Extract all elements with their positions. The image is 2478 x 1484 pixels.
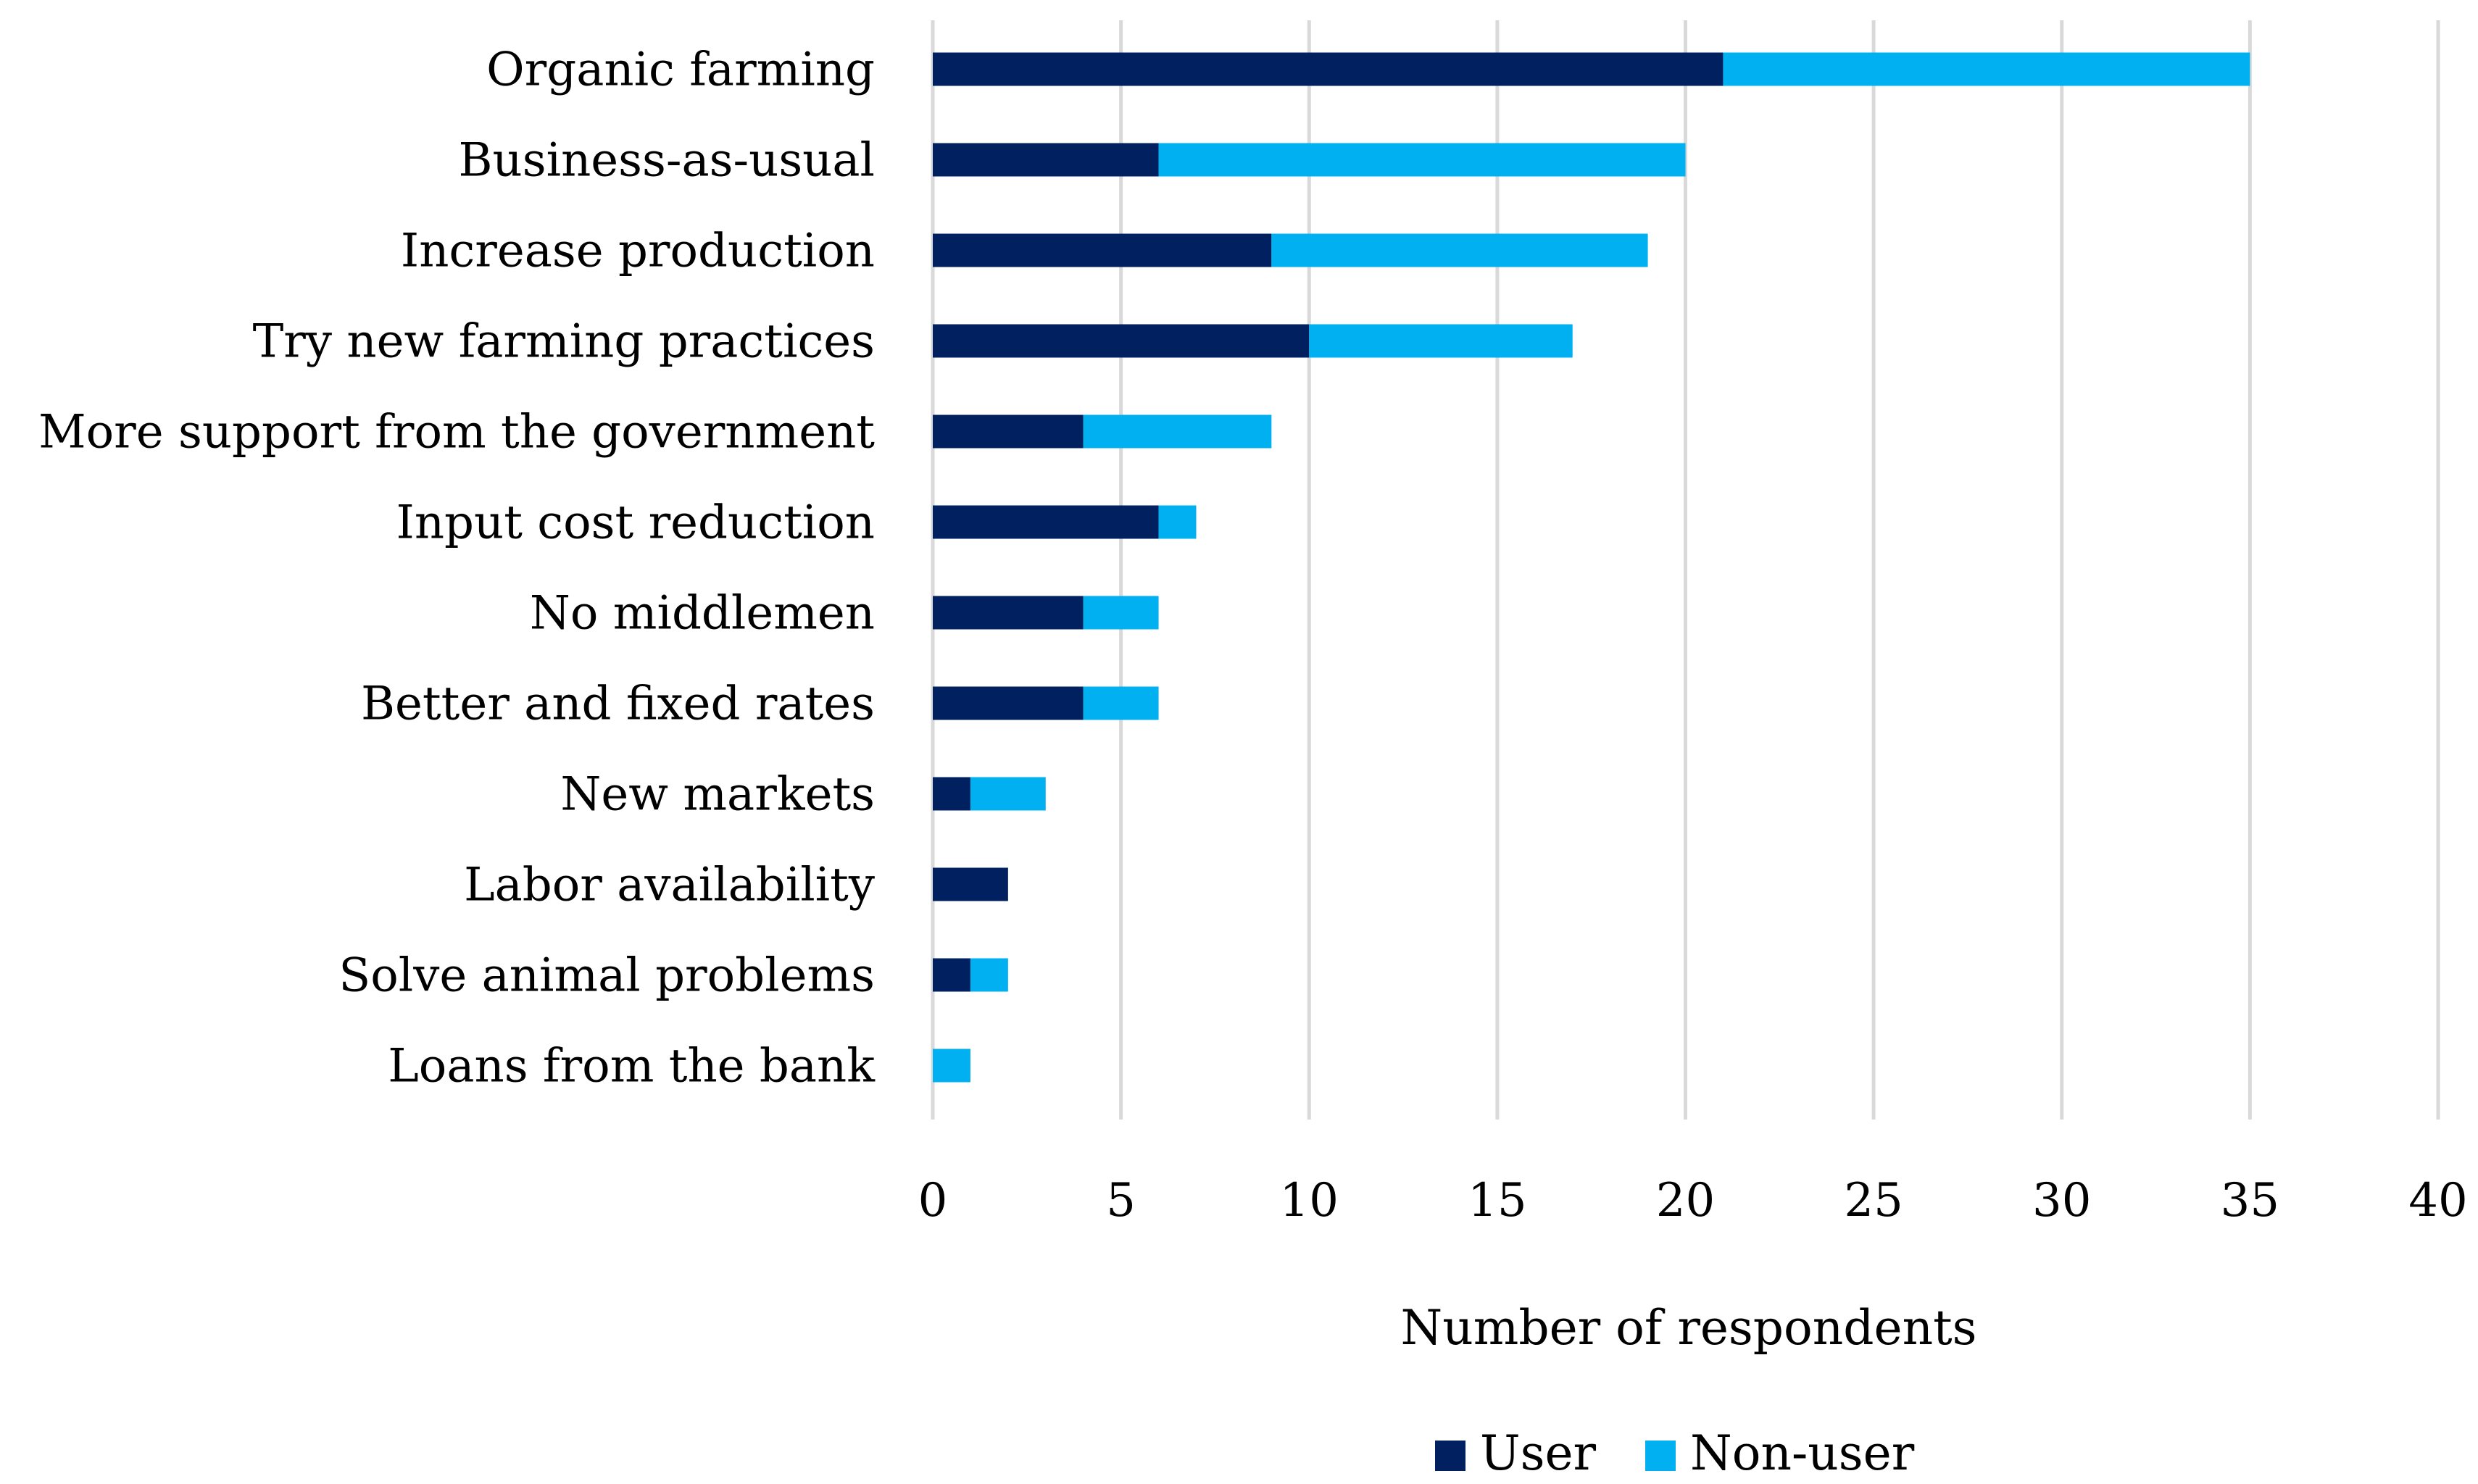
bar-user-solve-animal-problems xyxy=(933,958,970,992)
x-tick-label-5: 5 xyxy=(1106,1174,1136,1227)
bar-non-user-no-middlemen xyxy=(1083,596,1159,630)
bar-non-user-input-cost-reduction xyxy=(1158,505,1197,539)
legend-swatch-non-user xyxy=(1645,1441,1676,1471)
legend-swatch-user xyxy=(1435,1441,1465,1471)
bar-user-new-markets xyxy=(933,777,970,811)
bar-user-no-middlemen xyxy=(933,596,1084,630)
category-label-labor-availability: Labor availability xyxy=(464,859,875,912)
legend: User Non-user xyxy=(1435,1425,1915,1481)
category-label-better-and-fixed-rates: Better and fixed rates xyxy=(361,678,875,731)
bar-user-organic-farming xyxy=(933,52,1724,86)
category-label-organic-farming: Organic farming xyxy=(486,43,875,97)
category-label-loans-from-the-bank: Loans from the bank xyxy=(388,1040,876,1093)
bar-user-more-support-from-the-government xyxy=(933,414,1084,449)
bars xyxy=(933,52,2250,1083)
bar-non-user-better-and-fixed-rates xyxy=(1083,686,1159,720)
category-label-solve-animal-problems: Solve animal problems xyxy=(338,949,875,1003)
x-tick-label-30: 30 xyxy=(2032,1174,2091,1227)
x-tick-label-40: 40 xyxy=(2408,1174,2467,1227)
bar-non-user-try-new-farming-practices xyxy=(1309,324,1573,358)
category-label-input-cost-reduction: Input cost reduction xyxy=(396,496,875,550)
legend-label-non-user: Non-user xyxy=(1690,1425,1915,1481)
x-tick-label-15: 15 xyxy=(1468,1174,1526,1227)
category-label-more-support-from-the-government: More support from the government xyxy=(38,406,875,459)
legend-label-user: User xyxy=(1480,1425,1597,1481)
bar-user-labor-availability xyxy=(933,867,1008,901)
category-label-business-as-usual: Business-as-usual xyxy=(459,134,876,188)
category-label-try-new-farming-practices: Try new farming practices xyxy=(253,315,875,369)
bar-non-user-new-markets xyxy=(970,777,1046,811)
category-label-new-markets: New markets xyxy=(560,768,875,822)
bar-user-business-as-usual xyxy=(933,143,1159,177)
x-tick-label-20: 20 xyxy=(1656,1174,1715,1227)
x-tick-label-35: 35 xyxy=(2221,1174,2279,1227)
category-labels: Organic farming Business-as-usual Increase… xyxy=(38,43,876,1093)
x-tick-labels: 0 5 10 15 20 25 30 35 40 xyxy=(918,1174,2468,1227)
x-tick-label-0: 0 xyxy=(918,1174,948,1227)
bar-user-try-new-farming-practices xyxy=(933,324,1310,358)
bar-user-input-cost-reduction xyxy=(933,505,1159,539)
bar-non-user-more-support-from-the-government xyxy=(1083,414,1272,449)
bar-non-user-loans-from-the-bank xyxy=(933,1049,970,1083)
category-label-no-middlemen: No middlemen xyxy=(530,587,875,641)
bar-user-increase-production xyxy=(933,233,1272,267)
bar-user-better-and-fixed-rates xyxy=(933,686,1084,720)
bar-non-user-solve-animal-problems xyxy=(970,958,1008,992)
bar-non-user-increase-production xyxy=(1271,233,1648,267)
category-label-increase-production: Increase production xyxy=(401,225,875,278)
bar-non-user-organic-farming xyxy=(1723,52,2250,86)
x-tick-label-10: 10 xyxy=(1280,1174,1339,1227)
x-axis-title: Number of respondents xyxy=(1401,1300,1977,1356)
bar-non-user-business-as-usual xyxy=(1158,143,1686,177)
x-tick-label-25: 25 xyxy=(1844,1174,1903,1227)
gridlines xyxy=(931,20,2440,1120)
